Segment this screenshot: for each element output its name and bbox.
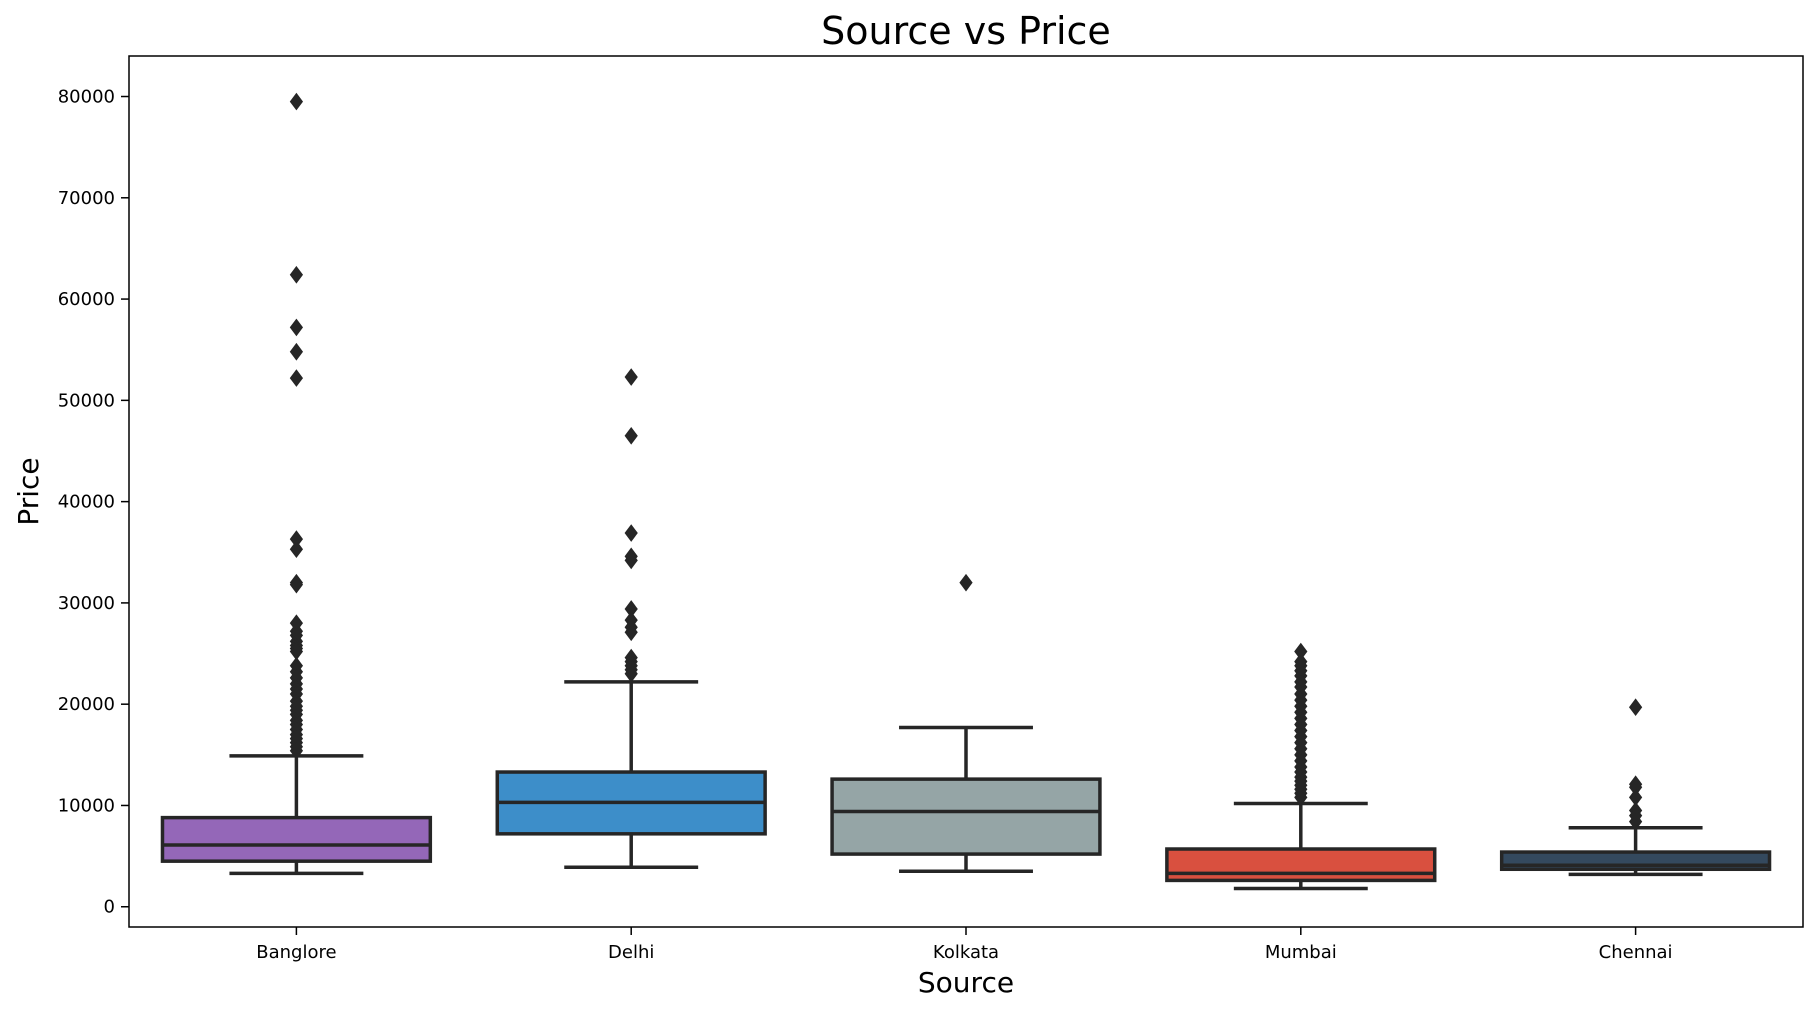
outlier-point [289,92,304,111]
x-tick-label: Delhi [608,942,654,963]
y-tick-label: 30000 [58,593,115,614]
plot-frame [128,55,1804,928]
outlier-point [1294,788,1308,807]
outlier-point [1628,812,1643,831]
outlier-point [289,342,304,361]
outlier-point [624,664,638,683]
outlier-point [624,551,638,570]
y-tick-label: 60000 [58,289,115,310]
outlier-point [624,368,638,386]
outlier-point [289,540,304,559]
outlier-point [289,369,304,387]
x-tick-label: Chennai [1599,942,1673,963]
x-tick-label: Banglore [256,942,336,963]
outlier-point [289,575,304,594]
y-axis-label: Price [12,457,45,525]
box-group-mumbai [1165,642,1437,891]
plot-area: 0 10000 20000 30000 40000 50000 60000 70000 8000… [58,55,1804,963]
outlier-point [289,265,304,284]
y-tick-label: 40000 [58,492,115,513]
x-axis-label: Source [918,966,1014,999]
y-tick-label: 0 [104,897,115,918]
y-tick-label: 80000 [58,87,115,108]
box [1165,847,1437,883]
box-group-delhi [495,368,767,869]
y-tick-label: 10000 [58,795,115,816]
box-group-banglore [160,92,433,876]
outlier-point [624,524,638,542]
chart-title: Source vs Price [821,9,1111,53]
box-group-kolkata [830,573,1102,874]
outlier-point [1628,698,1643,717]
y-tick-label: 20000 [58,694,115,715]
outlier-point [289,318,304,337]
outlier-point [624,623,638,642]
x-tick-label: Kolkata [933,942,999,963]
y-tick-label: 50000 [58,390,115,411]
x-tick-label: Mumbai [1265,942,1337,963]
box-group-chennai [1499,698,1772,877]
outlier-point [959,573,973,592]
outlier-point [624,426,638,445]
box [830,777,1102,856]
y-tick-label: 70000 [58,188,115,209]
outlier-point [289,741,304,760]
box [160,815,433,863]
